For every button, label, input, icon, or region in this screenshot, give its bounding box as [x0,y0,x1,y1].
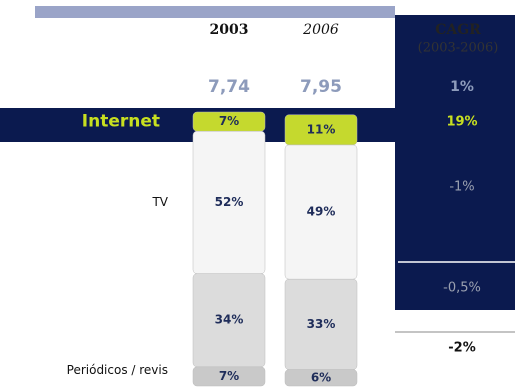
series-label: Internet [82,112,160,132]
data-label: 33% [307,317,336,331]
total-label: 7,74 [208,77,250,97]
header-bar [35,6,395,18]
data-label: 34% [215,313,244,327]
data-label: 11% [307,122,336,136]
cagr-value: 19% [446,115,477,130]
series-label: TV [151,195,168,209]
total-label: 7,95 [300,77,342,97]
bar-segment [284,114,358,146]
cagr-value: 1% [450,79,474,95]
category-label: 2006 [302,22,339,38]
series-label: Periódicos / revis [67,363,168,377]
category-label: 2003 [210,22,249,38]
cagr-subheader: (2003-2006) [418,41,499,56]
data-label: 7% [219,369,239,383]
cagr-panel [395,15,515,310]
cagr-value: -1% [449,180,474,195]
data-label: 52% [215,195,244,209]
cagr-value: -2% [448,341,475,356]
bar-segment [192,111,266,132]
data-label: 6% [311,370,331,384]
cagr-header: CAGR [435,22,481,38]
data-label: 7% [219,114,239,128]
cagr-value: -0,5% [443,281,481,296]
data-label: 49% [307,205,336,219]
